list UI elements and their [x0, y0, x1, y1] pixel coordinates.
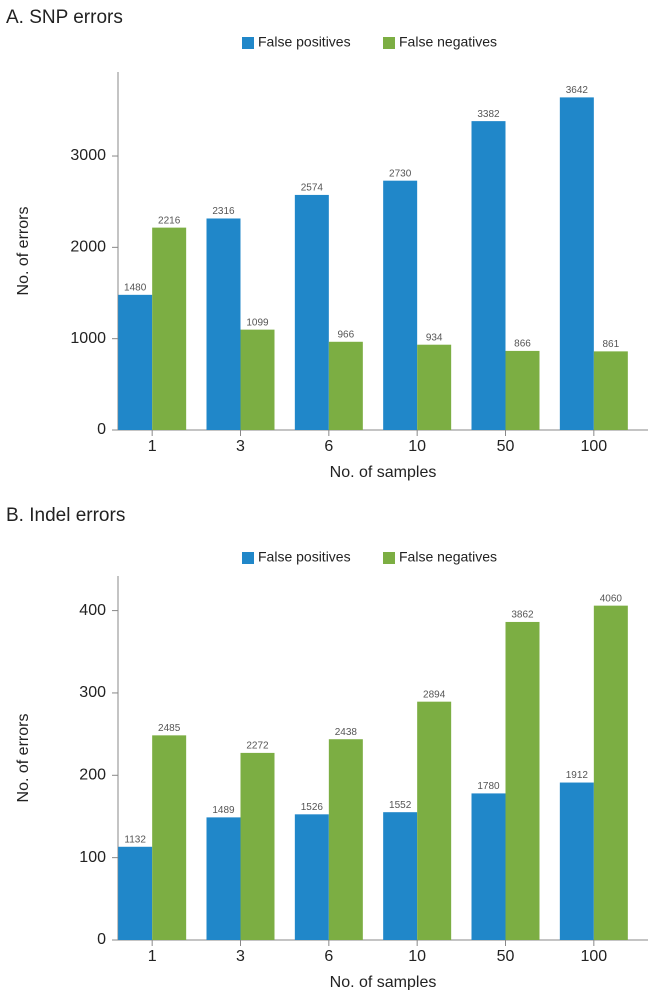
value-label: 1099	[246, 317, 269, 328]
x-tick-label: 3	[236, 438, 245, 455]
bar	[328, 341, 363, 430]
chart-title: B. Indel errors	[6, 505, 125, 526]
value-label: 4060	[600, 593, 623, 604]
value-label: 1132	[124, 834, 146, 845]
bar	[328, 739, 363, 940]
x-tick-label: 10	[408, 438, 426, 455]
value-label: 1480	[124, 282, 147, 293]
value-label: 2894	[423, 689, 446, 700]
value-label: 2574	[301, 183, 324, 194]
x-tick-label: 1	[148, 948, 157, 965]
y-tick-label: 400	[79, 602, 106, 619]
bar	[559, 97, 594, 430]
value-label: 2272	[246, 741, 269, 752]
y-tick-label: 2000	[70, 239, 106, 256]
bar	[206, 218, 241, 430]
chart-title: A. SNP errors	[6, 7, 123, 28]
bar	[383, 812, 418, 940]
bar	[559, 782, 594, 940]
bar	[294, 194, 329, 430]
legend-label: False positives	[258, 34, 351, 50]
x-tick-label: 50	[497, 948, 515, 965]
value-label: 861	[602, 339, 619, 350]
bar	[118, 846, 153, 940]
y-tick-label: 3000	[70, 147, 106, 164]
value-label: 2485	[158, 723, 181, 734]
y-tick-label: 300	[79, 684, 106, 701]
bar	[471, 121, 506, 431]
x-axis-label: No. of samples	[330, 974, 437, 990]
x-tick-label: 10	[408, 948, 426, 965]
x-tick-label: 1	[148, 438, 157, 455]
x-tick-label: 3	[236, 948, 245, 965]
value-label: 1552	[389, 800, 412, 811]
x-tick-label: 100	[580, 438, 607, 455]
value-label: 3862	[511, 610, 534, 621]
y-axis-label: No. of errors	[15, 714, 32, 803]
bar	[417, 344, 452, 430]
legend-swatch	[242, 37, 254, 49]
bar	[471, 793, 506, 940]
bar	[240, 329, 275, 430]
value-label: 2438	[335, 727, 358, 738]
value-label: 1526	[301, 802, 324, 813]
legend-label: False positives	[258, 549, 351, 565]
value-label: 2216	[158, 215, 181, 226]
legend-label: False negatives	[399, 549, 497, 565]
y-tick-label: 1000	[70, 330, 106, 347]
value-label: 1780	[477, 781, 500, 792]
bar	[152, 227, 187, 430]
y-tick-label: 0	[97, 931, 106, 948]
value-label: 3382	[477, 109, 500, 120]
x-tick-label: 100	[580, 948, 607, 965]
bar	[294, 814, 329, 940]
bar	[505, 350, 540, 430]
legend-swatch	[242, 552, 254, 564]
bar	[505, 621, 540, 940]
bar	[417, 701, 452, 940]
value-label: 2316	[212, 206, 235, 217]
y-axis-label: No. of errors	[15, 207, 32, 296]
value-label: 866	[514, 339, 531, 350]
bar	[593, 351, 628, 430]
legend-swatch	[383, 37, 395, 49]
y-tick-label: 200	[79, 767, 106, 784]
value-label: 3642	[566, 85, 589, 96]
value-label: 934	[426, 332, 443, 343]
bar	[593, 605, 628, 940]
bar	[240, 752, 275, 940]
bar	[383, 180, 418, 430]
legend-swatch	[383, 552, 395, 564]
bar	[118, 294, 153, 430]
y-tick-label: 0	[97, 421, 106, 438]
value-label: 2730	[389, 168, 412, 179]
y-tick-label: 100	[79, 849, 106, 866]
bar	[152, 735, 187, 940]
x-axis-label: No. of samples	[330, 464, 437, 481]
x-tick-label: 50	[497, 438, 515, 455]
legend-label: False negatives	[399, 34, 497, 50]
x-tick-label: 6	[324, 438, 333, 455]
x-tick-label: 6	[324, 948, 333, 965]
value-label: 1912	[566, 770, 589, 781]
value-label: 966	[337, 329, 354, 340]
value-label: 1489	[212, 805, 235, 816]
bar	[206, 817, 241, 940]
